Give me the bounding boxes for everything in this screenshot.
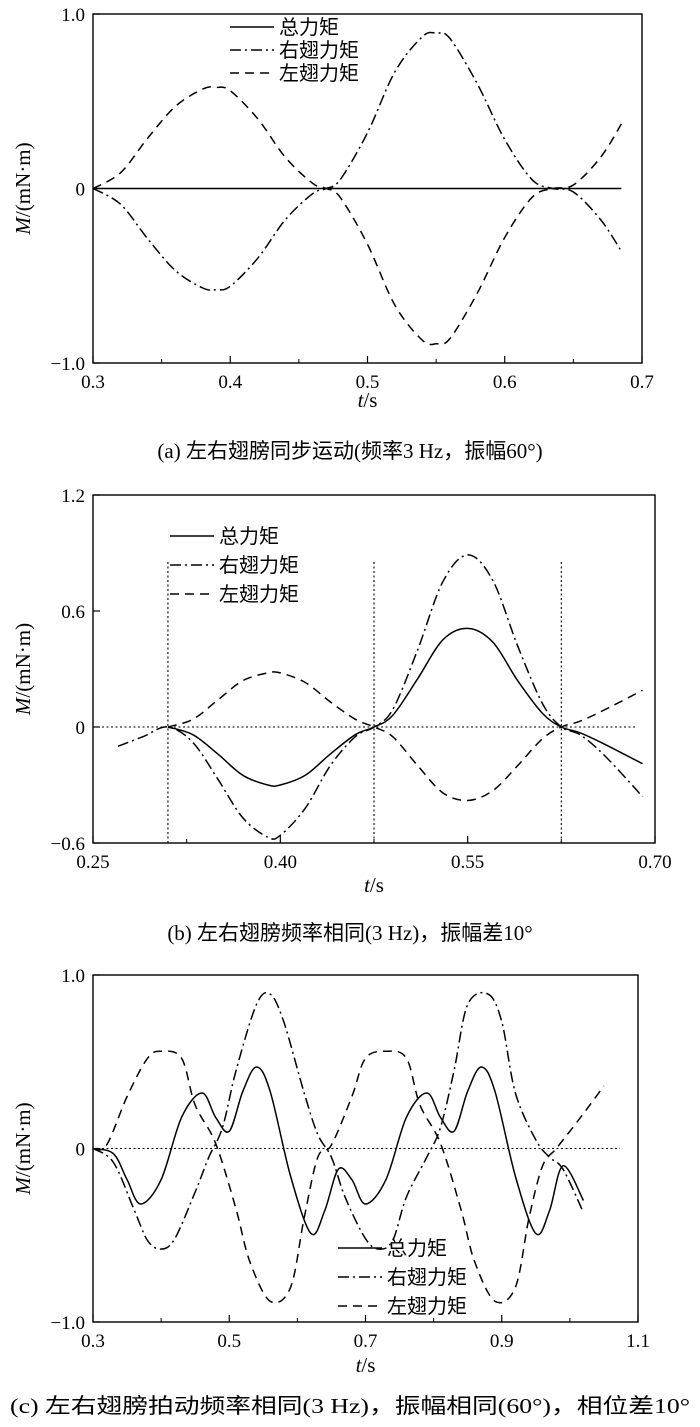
x-tick-label: 0.6 — [493, 372, 517, 393]
y-tick-label: 0 — [76, 718, 86, 739]
y-tick-label: 1.0 — [61, 5, 85, 26]
legend-label-1: 总力矩 — [279, 16, 339, 39]
legend-label-2: 右翅力矩 — [387, 1266, 467, 1289]
y-tick-label: −0.6 — [51, 834, 85, 855]
x-tick-label: 0.3 — [81, 372, 105, 393]
x-tick-label: 0.40 — [264, 852, 297, 873]
x-tick-label: 0.70 — [638, 852, 671, 873]
x-tick-label: 0.7 — [630, 372, 654, 393]
x-axis-label: t/s — [358, 388, 378, 412]
y-axis-label: M/(mN·m) — [11, 623, 35, 716]
series-line-3 — [167, 671, 643, 802]
y-axis-label: M/(mN·m) — [11, 142, 35, 235]
legend-label-1: 总力矩 — [219, 525, 279, 548]
x-tick-label: 0.5 — [217, 1331, 241, 1352]
chart-2: 0.25 0.40 0.55 0.70 1.2 0.6 0 −0.6 t/s M/(mN·m) 总力… — [11, 486, 672, 945]
x-tick-label: 0.4 — [218, 372, 242, 393]
series-line-1 — [167, 627, 643, 787]
series-line-1 — [92, 1066, 585, 1236]
series-line-2 — [92, 31, 623, 291]
legend-label-3: 左翅力矩 — [219, 583, 299, 606]
figure-caption: (a) 左右翅膀同步运动(频率3 Hz，振幅60°) — [157, 439, 542, 463]
y-tick-label: 0 — [76, 1140, 86, 1161]
y-axis-label: M/(mN·m) — [11, 1102, 35, 1195]
x-tick-label: 0.55 — [451, 852, 484, 873]
plot-frame — [92, 494, 656, 844]
y-tick-label: 0.6 — [61, 602, 85, 623]
legend-label-2: 右翅力矩 — [279, 39, 359, 62]
x-tick-label: 0.9 — [490, 1331, 514, 1352]
chart-3: 0.3 0.5 0.7 0.9 1.1 1.0 0 −1.0 t/s M/(mN·m) 总力矩右翅力… — [10, 966, 690, 1418]
y-tick-label: 0 — [76, 180, 86, 201]
series-line-2 — [92, 991, 585, 1250]
y-tick-label: −1.0 — [51, 354, 85, 375]
chart-1: 0.3 0.4 0.5 0.6 0.7 1.0 0 −1.0 t/s M/(mN·m) 总力矩右翅力… — [11, 5, 654, 463]
y-tick-label: 1.0 — [61, 966, 85, 987]
y-tick-label: −1.0 — [51, 1313, 85, 1334]
x-axis-label: t/s — [364, 873, 384, 897]
x-tick-label: 0.5 — [356, 372, 380, 393]
legend-label-3: 左翅力矩 — [279, 62, 359, 85]
series-line-3 — [92, 1050, 605, 1304]
figure-caption: (c) 左右翅膀拍动频率相同(3 Hz)，振幅相同(60°)，相位差10° — [10, 1394, 690, 1418]
x-tick-label: 0.3 — [81, 1331, 105, 1352]
x-tick-label: 0.7 — [354, 1331, 378, 1352]
y-tick-label: 1.2 — [61, 486, 85, 507]
series-line-2 — [117, 554, 644, 840]
x-tick-label: 0.25 — [76, 852, 109, 873]
legend-label-3: 左翅力矩 — [387, 1295, 467, 1318]
series-line-3 — [92, 86, 623, 346]
x-axis-label: t/s — [356, 1353, 376, 1377]
x-tick-label: 1.1 — [626, 1331, 650, 1352]
figure-caption: (b) 左右翅膀频率相同(3 Hz)，振幅差10° — [167, 921, 532, 945]
legend-label-1: 总力矩 — [387, 1237, 447, 1260]
legend-label-2: 右翅力矩 — [219, 554, 299, 577]
